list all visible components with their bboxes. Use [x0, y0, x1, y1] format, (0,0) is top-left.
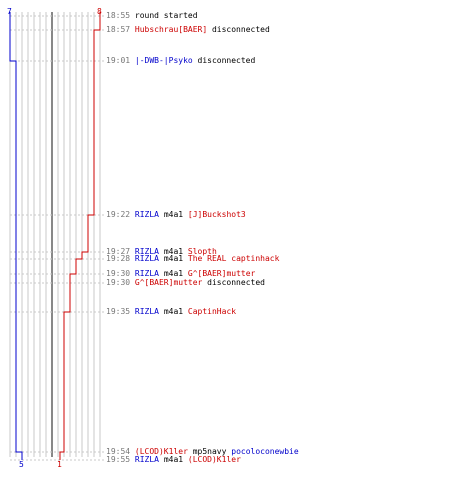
event-row: 19:54 (LCOD)K1ler mp5navy pocoloconewbie — [106, 447, 299, 456]
blue-team-count-line — [9, 12, 23, 460]
player-name: RIZLA — [134, 254, 159, 263]
event-time: 19:55 — [106, 455, 135, 464]
player-name: [J]Buckshot3 — [187, 210, 246, 219]
event-message: disconnected — [192, 56, 256, 65]
red-team-count-line — [59, 12, 101, 460]
player-name: RIZLA — [134, 307, 159, 316]
event-time: 18:55 — [106, 11, 135, 20]
player-name: RIZLA — [134, 269, 159, 278]
weapon-name: m4a1 — [159, 455, 188, 464]
event-row: 19:01 |-DWB-|Psyko disconnected — [106, 56, 255, 65]
event-time: 19:30 — [106, 269, 135, 278]
player-name: The REAL captinhack — [187, 254, 280, 263]
player-name: RIZLA — [134, 210, 159, 219]
event-message: disconnected — [202, 278, 265, 287]
red-end-count: 1 — [57, 460, 62, 469]
event-time: 19:54 — [106, 447, 135, 456]
event-time: 19:01 — [106, 56, 135, 65]
red-start-count: 8 — [97, 7, 102, 16]
event-time: 19:27 — [106, 247, 135, 256]
event-row: 19:22 RIZLA m4a1 [J]Buckshot3 — [106, 210, 246, 219]
player-name: (LCOD)K1ler — [134, 447, 188, 456]
player-name: pocoloconewbie — [231, 447, 299, 456]
event-time: 19:35 — [106, 307, 135, 316]
event-time: 19:22 — [106, 210, 135, 219]
event-row: 19:55 RIZLA m4a1 (LCOD)K1ler — [106, 455, 241, 464]
player-name: |-DWB-|Psyko — [134, 56, 193, 65]
weapon-name: m4a1 — [159, 254, 188, 263]
event-row: 18:55 round started — [106, 11, 198, 20]
event-row: 19:27 RIZLA m4a1 Slopth — [106, 247, 217, 256]
player-name: RIZLA — [134, 247, 159, 256]
weapon-name: mp5navy — [187, 447, 232, 456]
event-message: disconnected — [207, 25, 270, 34]
weapon-name: m4a1 — [159, 247, 188, 256]
event-row: 19:30 RIZLA m4a1 G^[BAER]mutter — [106, 269, 255, 278]
weapon-name: m4a1 — [159, 307, 188, 316]
event-row: 19:35 RIZLA m4a1 CaptinHack — [106, 307, 236, 316]
event-time: 19:30 — [106, 278, 135, 287]
blue-end-count: 5 — [19, 460, 24, 469]
event-row: 19:28 RIZLA m4a1 The REAL captinhack — [106, 254, 279, 263]
event-row: 19:30 G^[BAER]mutter disconnected — [106, 278, 265, 287]
event-time: 18:57 — [106, 25, 135, 34]
player-name: Slopth — [187, 247, 217, 256]
player-name: Hubschrau[BAER] — [134, 25, 208, 34]
event-time: 19:28 — [106, 254, 135, 263]
player-name: G^[BAER]mutter — [134, 278, 203, 287]
weapon-name: m4a1 — [159, 269, 188, 278]
player-name: CaptinHack — [187, 307, 237, 316]
event-row: 18:57 Hubschrau[BAER] disconnected — [106, 25, 270, 34]
player-name: G^[BAER]mutter — [187, 269, 256, 278]
blue-start-count: 7 — [7, 7, 12, 16]
event-message: round started — [134, 11, 198, 20]
player-name: (LCOD)K1ler — [187, 455, 241, 464]
weapon-name: m4a1 — [159, 210, 188, 219]
player-name: RIZLA — [134, 455, 159, 464]
